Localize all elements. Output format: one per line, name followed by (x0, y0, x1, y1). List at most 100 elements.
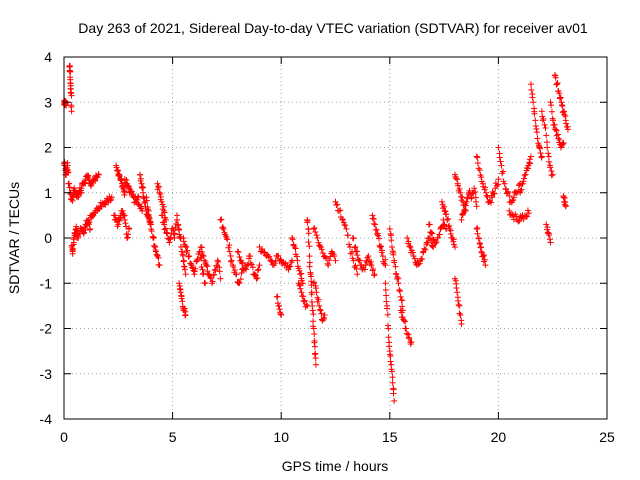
data-point (536, 145, 543, 152)
data-point (473, 153, 480, 160)
data-point (224, 236, 231, 243)
data-point (547, 239, 554, 246)
data-point (324, 260, 331, 267)
plot-frame (63, 56, 608, 420)
data-point (476, 167, 483, 174)
data-point (318, 246, 325, 253)
data-point (482, 189, 489, 196)
data-point (329, 249, 336, 256)
data-point (311, 343, 318, 350)
data-point (554, 80, 561, 87)
data-point (182, 243, 189, 250)
data-point (472, 198, 479, 205)
data-point (226, 242, 233, 249)
data-point (278, 311, 285, 318)
data-point (102, 201, 109, 208)
data-point (496, 154, 503, 161)
data-point (459, 211, 466, 218)
data-point (305, 239, 312, 246)
data-point (287, 263, 294, 270)
data-point (137, 171, 144, 178)
data-point (516, 181, 523, 188)
data-point (116, 217, 123, 224)
data-point (65, 169, 72, 176)
data-point (428, 229, 435, 236)
data-point (452, 175, 459, 182)
data-point (311, 331, 318, 338)
data-point (392, 270, 399, 277)
data-point (392, 263, 399, 270)
data-point (189, 264, 196, 271)
data-point (244, 262, 251, 269)
data-point (404, 330, 411, 337)
data-point (218, 216, 225, 223)
data-point (375, 232, 382, 239)
data-point (371, 220, 378, 227)
data-point (350, 235, 357, 242)
data-point (143, 197, 150, 204)
data-point (483, 192, 490, 199)
data-point (500, 168, 507, 175)
data-point (436, 231, 443, 238)
data-point (379, 247, 386, 254)
data-point (68, 92, 75, 99)
data-point (301, 297, 308, 304)
data-point (419, 256, 426, 263)
data-point (481, 252, 488, 259)
data-point (409, 249, 416, 256)
data-point (171, 230, 178, 237)
data-point (200, 253, 207, 260)
data-point (454, 289, 461, 296)
data-point (183, 244, 190, 251)
data-point (255, 266, 262, 273)
data-point (544, 224, 551, 231)
data-point (208, 275, 215, 282)
data-point (386, 351, 393, 358)
data-point (184, 247, 191, 254)
data-point (561, 111, 568, 118)
data-point (320, 315, 327, 322)
data-point (493, 182, 500, 189)
data-point (457, 311, 464, 318)
data-point (456, 185, 463, 192)
data-point (517, 187, 524, 194)
data-point (155, 254, 162, 261)
data-point (533, 125, 540, 132)
data-point (161, 226, 168, 233)
data-point (410, 253, 417, 260)
data-point (552, 74, 559, 81)
data-point (542, 124, 549, 131)
data-point (343, 225, 350, 232)
data-point (478, 248, 485, 255)
data-point (524, 213, 531, 220)
data-point (350, 257, 357, 264)
data-point (121, 216, 128, 223)
data-point (520, 175, 527, 182)
data-point (450, 236, 457, 243)
data-point (547, 164, 554, 171)
data-point (304, 219, 311, 226)
data-point (297, 271, 304, 278)
data-point (260, 248, 267, 255)
data-point (310, 318, 317, 325)
data-point (212, 267, 219, 274)
data-point (385, 325, 392, 332)
data-point (421, 245, 428, 252)
data-point (472, 188, 479, 195)
data-point (236, 253, 243, 260)
data-point (477, 240, 484, 247)
data-point (526, 156, 533, 163)
data-point (388, 368, 395, 375)
data-point (87, 225, 94, 232)
data-point (174, 222, 181, 229)
data-point (386, 343, 393, 350)
data-point (313, 289, 320, 296)
data-point (156, 262, 163, 269)
data-point (353, 265, 360, 272)
data-point (458, 320, 465, 327)
data-point (399, 297, 406, 304)
data-point (298, 289, 305, 296)
data-point (289, 257, 296, 264)
data-point (139, 185, 146, 192)
